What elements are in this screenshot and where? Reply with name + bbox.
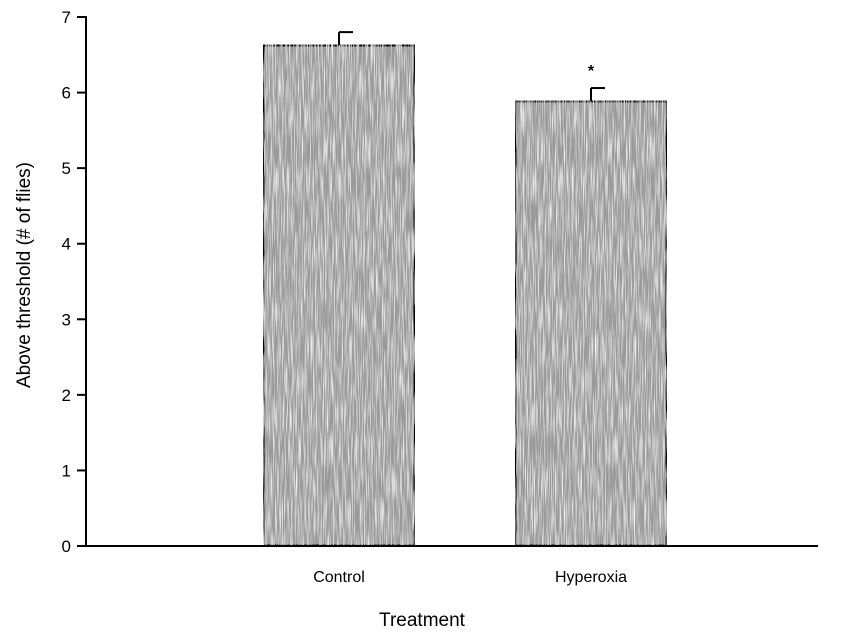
y-tick-label: 5 bbox=[62, 159, 71, 178]
y-tick-label: 0 bbox=[62, 537, 71, 556]
y-tick-label: 4 bbox=[62, 235, 71, 254]
x-axis-title: Treatment bbox=[379, 610, 466, 631]
y-tick-label: 3 bbox=[62, 310, 71, 329]
y-tick-label: 2 bbox=[62, 386, 71, 405]
y-tick-label: 6 bbox=[62, 84, 71, 103]
labels-layer: Control Hyperoxia * 0 1 2 3 4 5 6 7 bbox=[62, 8, 628, 586]
x-tick-label: Control bbox=[313, 569, 365, 586]
axes-layer bbox=[77, 16, 818, 547]
y-tick-label: 1 bbox=[62, 461, 71, 480]
x-tick-label: Hyperoxia bbox=[555, 569, 627, 586]
y-axis-title: Above threshold (# of flies) bbox=[14, 162, 35, 388]
bar-control bbox=[261, 43, 417, 548]
bar-hyperoxia bbox=[513, 99, 669, 548]
significance-marker: * bbox=[588, 63, 595, 80]
bars-layer bbox=[261, 43, 669, 548]
y-tick-label: 7 bbox=[62, 8, 71, 27]
error-bars-layer bbox=[338, 31, 605, 101]
